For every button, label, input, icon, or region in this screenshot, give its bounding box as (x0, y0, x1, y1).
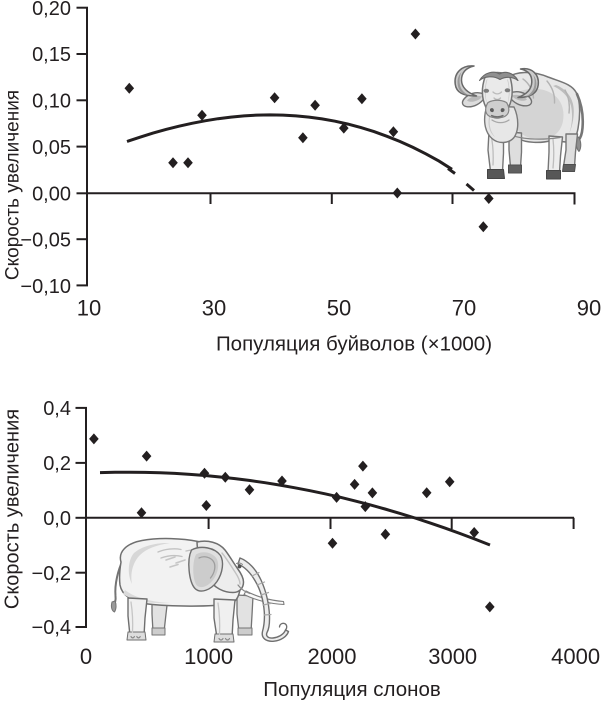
svg-text:0,05: 0,05 (32, 137, 71, 159)
svg-text:30: 30 (202, 295, 226, 320)
svg-text:0,15: 0,15 (32, 44, 71, 66)
svg-text:0,00: 0,00 (32, 184, 71, 206)
svg-text:Скорость увеличения: Скорость увеличения (3, 90, 24, 280)
svg-text:0,4: 0,4 (43, 398, 71, 420)
svg-text:0,20: 0,20 (32, 0, 71, 20)
svg-text:4000: 4000 (551, 644, 600, 669)
svg-text:Популяция буйволов (×1000): Популяция буйволов (×1000) (216, 333, 492, 356)
svg-text:−0,4: −0,4 (32, 617, 71, 639)
svg-text:0,2: 0,2 (43, 453, 71, 475)
svg-text:90: 90 (577, 295, 601, 320)
svg-text:Скорость увеличения: Скорость увеличения (2, 409, 24, 609)
svg-text:0,0: 0,0 (43, 508, 71, 530)
svg-text:0,10: 0,10 (32, 91, 71, 113)
svg-text:−0,2: −0,2 (32, 563, 71, 585)
svg-text:2000: 2000 (308, 644, 357, 669)
svg-text:1000: 1000 (184, 644, 233, 669)
svg-text:10: 10 (77, 295, 101, 320)
svg-text:3000: 3000 (428, 644, 477, 669)
svg-text:−0,10: −0,10 (20, 276, 71, 298)
svg-text:−0,05: −0,05 (20, 230, 71, 252)
svg-text:0: 0 (80, 644, 92, 669)
svg-text:50: 50 (327, 295, 351, 320)
svg-text:70: 70 (452, 295, 476, 320)
svg-text:Популяция слонов: Популяция слонов (263, 678, 441, 701)
